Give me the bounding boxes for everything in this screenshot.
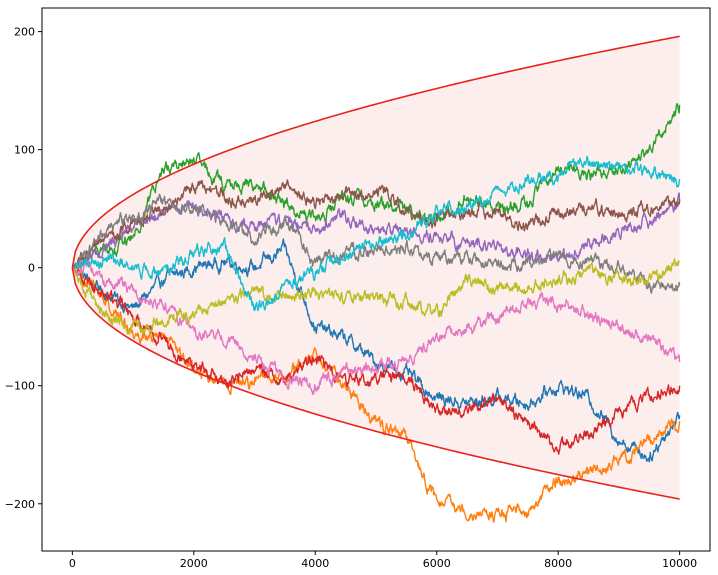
- axes: 0 2000 4000 6000 8000 10000 200 100 0 −100 −200: [5, 7, 711, 570]
- y-tick-label: −100: [5, 380, 35, 393]
- plot-content: [71, 35, 681, 523]
- x-tick-label: 4000: [301, 557, 329, 570]
- series-line-10: [72, 155, 681, 312]
- x-tick-label: 6000: [423, 557, 451, 570]
- y-tick-label: 200: [14, 26, 35, 39]
- y-tick-label: −200: [5, 498, 35, 511]
- series-line-6: [72, 179, 681, 269]
- plot-frame: [41, 7, 711, 552]
- series-line-7: [72, 259, 681, 396]
- y-tick-label: 0: [28, 262, 35, 275]
- x-tick-label: 0: [69, 557, 76, 570]
- series-line-3: [71, 102, 681, 269]
- y-tick-label: 100: [14, 144, 35, 157]
- series-line-1: [71, 238, 681, 463]
- envelope-lower-line: [71, 267, 680, 500]
- x-tick-label: 10000: [662, 557, 697, 570]
- series-line-4: [71, 267, 681, 455]
- series-line-9: [71, 258, 680, 336]
- x-tick-label: 8000: [544, 557, 572, 570]
- series-line-8: [71, 193, 681, 294]
- series-line-2: [71, 266, 681, 523]
- envelope-upper-line: [71, 35, 680, 268]
- x-tick-label: 2000: [180, 557, 208, 570]
- plot-area: [71, 35, 681, 523]
